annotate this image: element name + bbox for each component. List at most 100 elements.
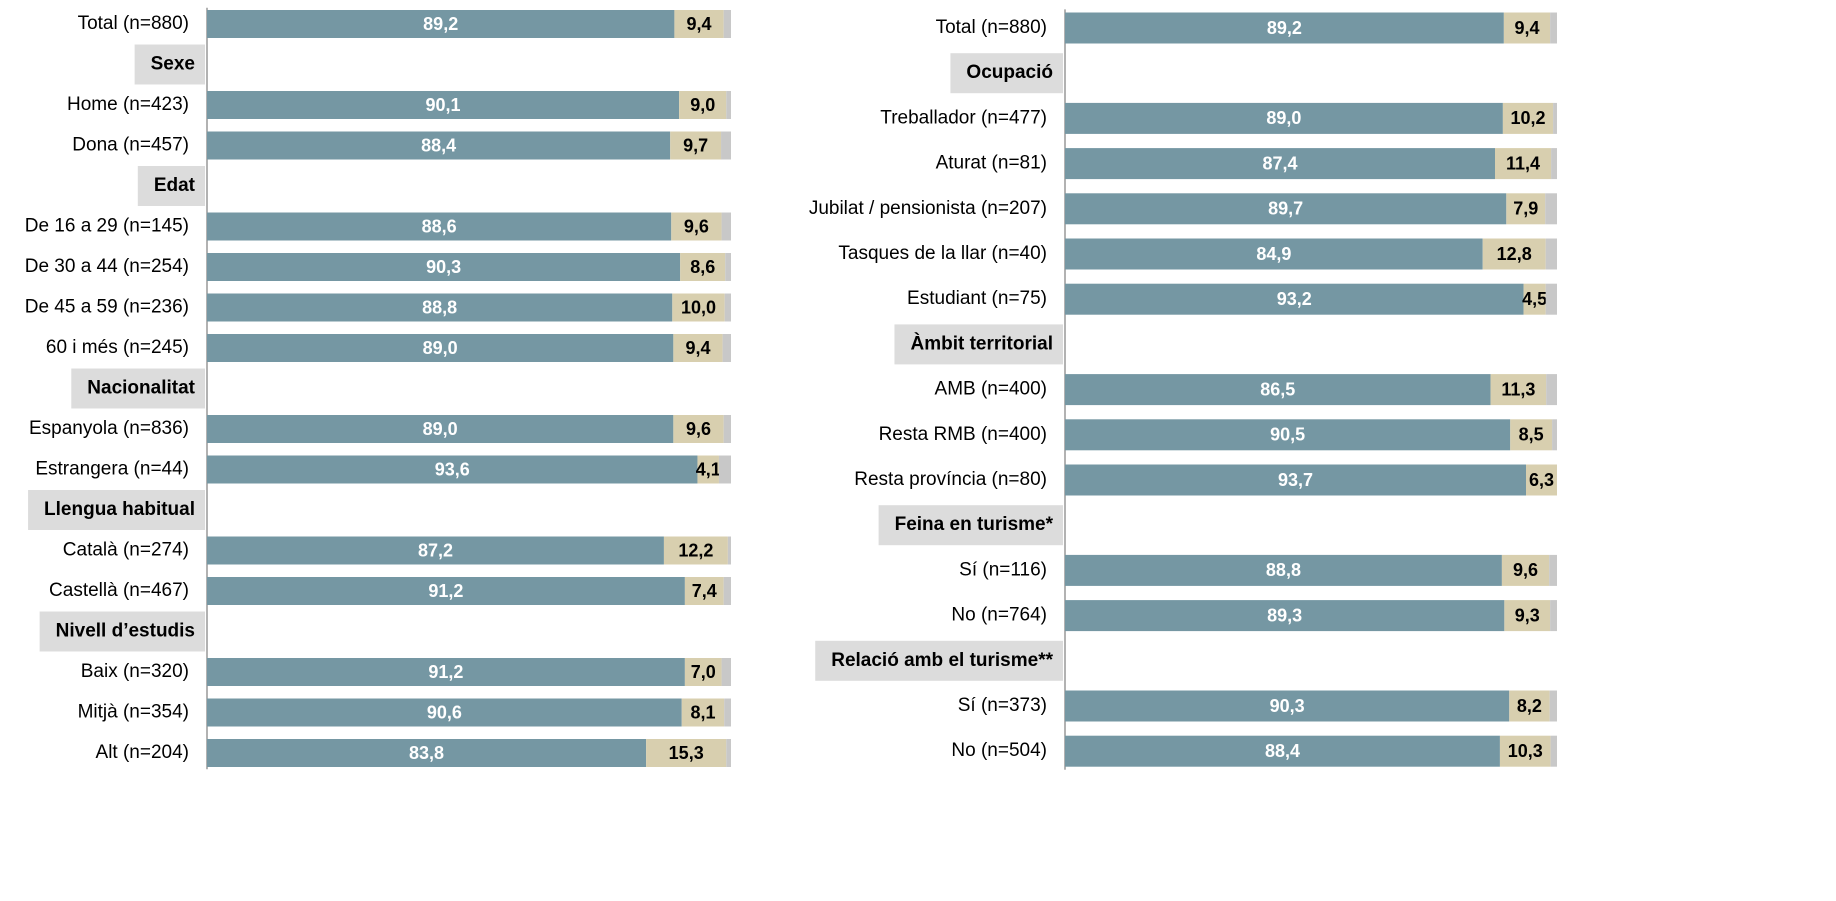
bar-segment bbox=[1549, 690, 1557, 722]
bar-segment bbox=[207, 577, 685, 605]
value-label: 91,2 bbox=[428, 581, 463, 601]
category-label: Sí (n=116) bbox=[959, 559, 1047, 580]
bar-segment bbox=[726, 91, 731, 119]
category-label: Total (n=880) bbox=[78, 13, 189, 34]
group-header-bg bbox=[950, 53, 1063, 94]
group-header-bg bbox=[815, 640, 1063, 681]
value-label: 89,0 bbox=[423, 338, 458, 358]
group-header-label: Edat bbox=[154, 175, 196, 196]
bar-segment bbox=[207, 698, 682, 727]
bar-segment bbox=[207, 739, 647, 767]
bar-segment bbox=[725, 253, 731, 281]
value-label: 12,8 bbox=[1497, 244, 1532, 264]
value-label: 9,4 bbox=[687, 14, 712, 34]
bar-segment bbox=[1065, 12, 1504, 44]
group-header-bg bbox=[878, 505, 1063, 546]
bar-segment bbox=[1526, 464, 1557, 496]
bar-segment bbox=[1510, 419, 1553, 451]
category-label: De 16 a 29 (n=145) bbox=[25, 216, 189, 237]
bar-segment bbox=[207, 10, 675, 38]
category-label: Treballador (n=477) bbox=[880, 107, 1047, 128]
bar-segment bbox=[1495, 148, 1552, 180]
bar-segment bbox=[1501, 554, 1550, 586]
category-label: Espanyola (n=836) bbox=[29, 418, 189, 439]
value-label: 90,1 bbox=[426, 95, 461, 115]
group-header: Nivell d’estudis bbox=[39, 611, 205, 652]
value-label: 8,1 bbox=[690, 702, 715, 722]
bar-segment bbox=[721, 658, 731, 686]
category-label: Mitjà (n=354) bbox=[78, 702, 189, 723]
bar-segment bbox=[673, 415, 724, 443]
bar-segment bbox=[1545, 283, 1557, 315]
value-label: 93,2 bbox=[1277, 289, 1312, 309]
bar-segment bbox=[1065, 690, 1510, 722]
group-header-label: Nivell d’estudis bbox=[56, 621, 195, 642]
category-label: 60 i més (n=245) bbox=[46, 337, 189, 358]
bar-segment bbox=[723, 10, 731, 38]
bar-segment bbox=[721, 131, 731, 160]
bar-segment bbox=[1065, 554, 1502, 586]
category-label: Català (n=274) bbox=[63, 540, 189, 561]
category-label: Sí (n=373) bbox=[958, 695, 1047, 716]
value-label: 87,4 bbox=[1262, 153, 1297, 173]
category-label: AMB (n=400) bbox=[935, 379, 1047, 400]
value-label: 9,6 bbox=[686, 419, 711, 439]
bar-segment bbox=[679, 91, 727, 119]
bar-segment bbox=[1550, 12, 1557, 44]
bar-segment bbox=[207, 334, 674, 362]
value-label: 9,0 bbox=[690, 95, 715, 115]
bar-segment bbox=[671, 212, 722, 241]
category-label: De 30 a 44 (n=254) bbox=[25, 256, 189, 277]
group-header: Àmbit territorial bbox=[894, 324, 1063, 365]
bar-segment bbox=[207, 658, 685, 686]
bar-segment bbox=[1545, 193, 1557, 225]
bar-segment bbox=[674, 10, 724, 38]
value-label: 11,3 bbox=[1501, 379, 1535, 399]
value-label: 10,2 bbox=[1510, 108, 1545, 128]
group-header: Relació amb el turisme** bbox=[815, 640, 1063, 681]
bar-segment bbox=[207, 415, 674, 443]
category-label: Tasques de la llar (n=40) bbox=[838, 243, 1047, 264]
bar-segment bbox=[723, 415, 731, 443]
bar-segment bbox=[684, 658, 722, 686]
bar-segment bbox=[726, 739, 731, 767]
value-label: 10,0 bbox=[681, 297, 716, 317]
category-label: No (n=764) bbox=[951, 605, 1047, 626]
group-header-bg bbox=[28, 490, 205, 530]
value-label: 88,8 bbox=[1266, 560, 1301, 580]
bar-segment bbox=[207, 91, 680, 119]
bar-segment bbox=[1504, 600, 1551, 632]
value-label: 15,3 bbox=[669, 743, 704, 763]
value-label: 11,4 bbox=[1506, 153, 1540, 173]
value-label: 89,0 bbox=[1266, 108, 1301, 128]
bar-segment bbox=[1065, 102, 1503, 134]
group-header: Sexe bbox=[134, 44, 205, 85]
value-label: 7,4 bbox=[692, 581, 717, 601]
value-label: 84,9 bbox=[1256, 244, 1291, 264]
category-label: De 45 a 59 (n=236) bbox=[25, 297, 189, 318]
bar-segment bbox=[207, 212, 672, 241]
category-label: Baix (n=320) bbox=[81, 661, 189, 682]
value-label: 88,8 bbox=[422, 297, 457, 317]
bar-segment bbox=[724, 698, 731, 727]
category-label: Aturat (n=81) bbox=[936, 153, 1047, 174]
value-label: 83,8 bbox=[409, 743, 444, 763]
group-header-bg bbox=[137, 166, 205, 206]
value-label: 9,6 bbox=[684, 216, 709, 236]
bar-segment bbox=[646, 739, 727, 767]
value-label: 93,7 bbox=[1278, 470, 1313, 490]
value-label: 8,6 bbox=[690, 257, 715, 277]
category-label: Castellà (n=467) bbox=[49, 580, 189, 601]
bar-segment bbox=[1065, 238, 1483, 270]
bar-segment bbox=[680, 253, 726, 281]
bar-segment bbox=[670, 131, 722, 160]
bar-segment bbox=[1546, 374, 1557, 406]
category-label: Home (n=423) bbox=[67, 94, 189, 115]
value-label: 93,6 bbox=[435, 459, 470, 479]
bar-segment bbox=[1065, 600, 1505, 632]
category-label: Dona (n=457) bbox=[72, 135, 189, 156]
bar-segment bbox=[207, 455, 698, 484]
group-header-bg bbox=[39, 611, 205, 652]
value-label: 9,7 bbox=[683, 135, 708, 155]
